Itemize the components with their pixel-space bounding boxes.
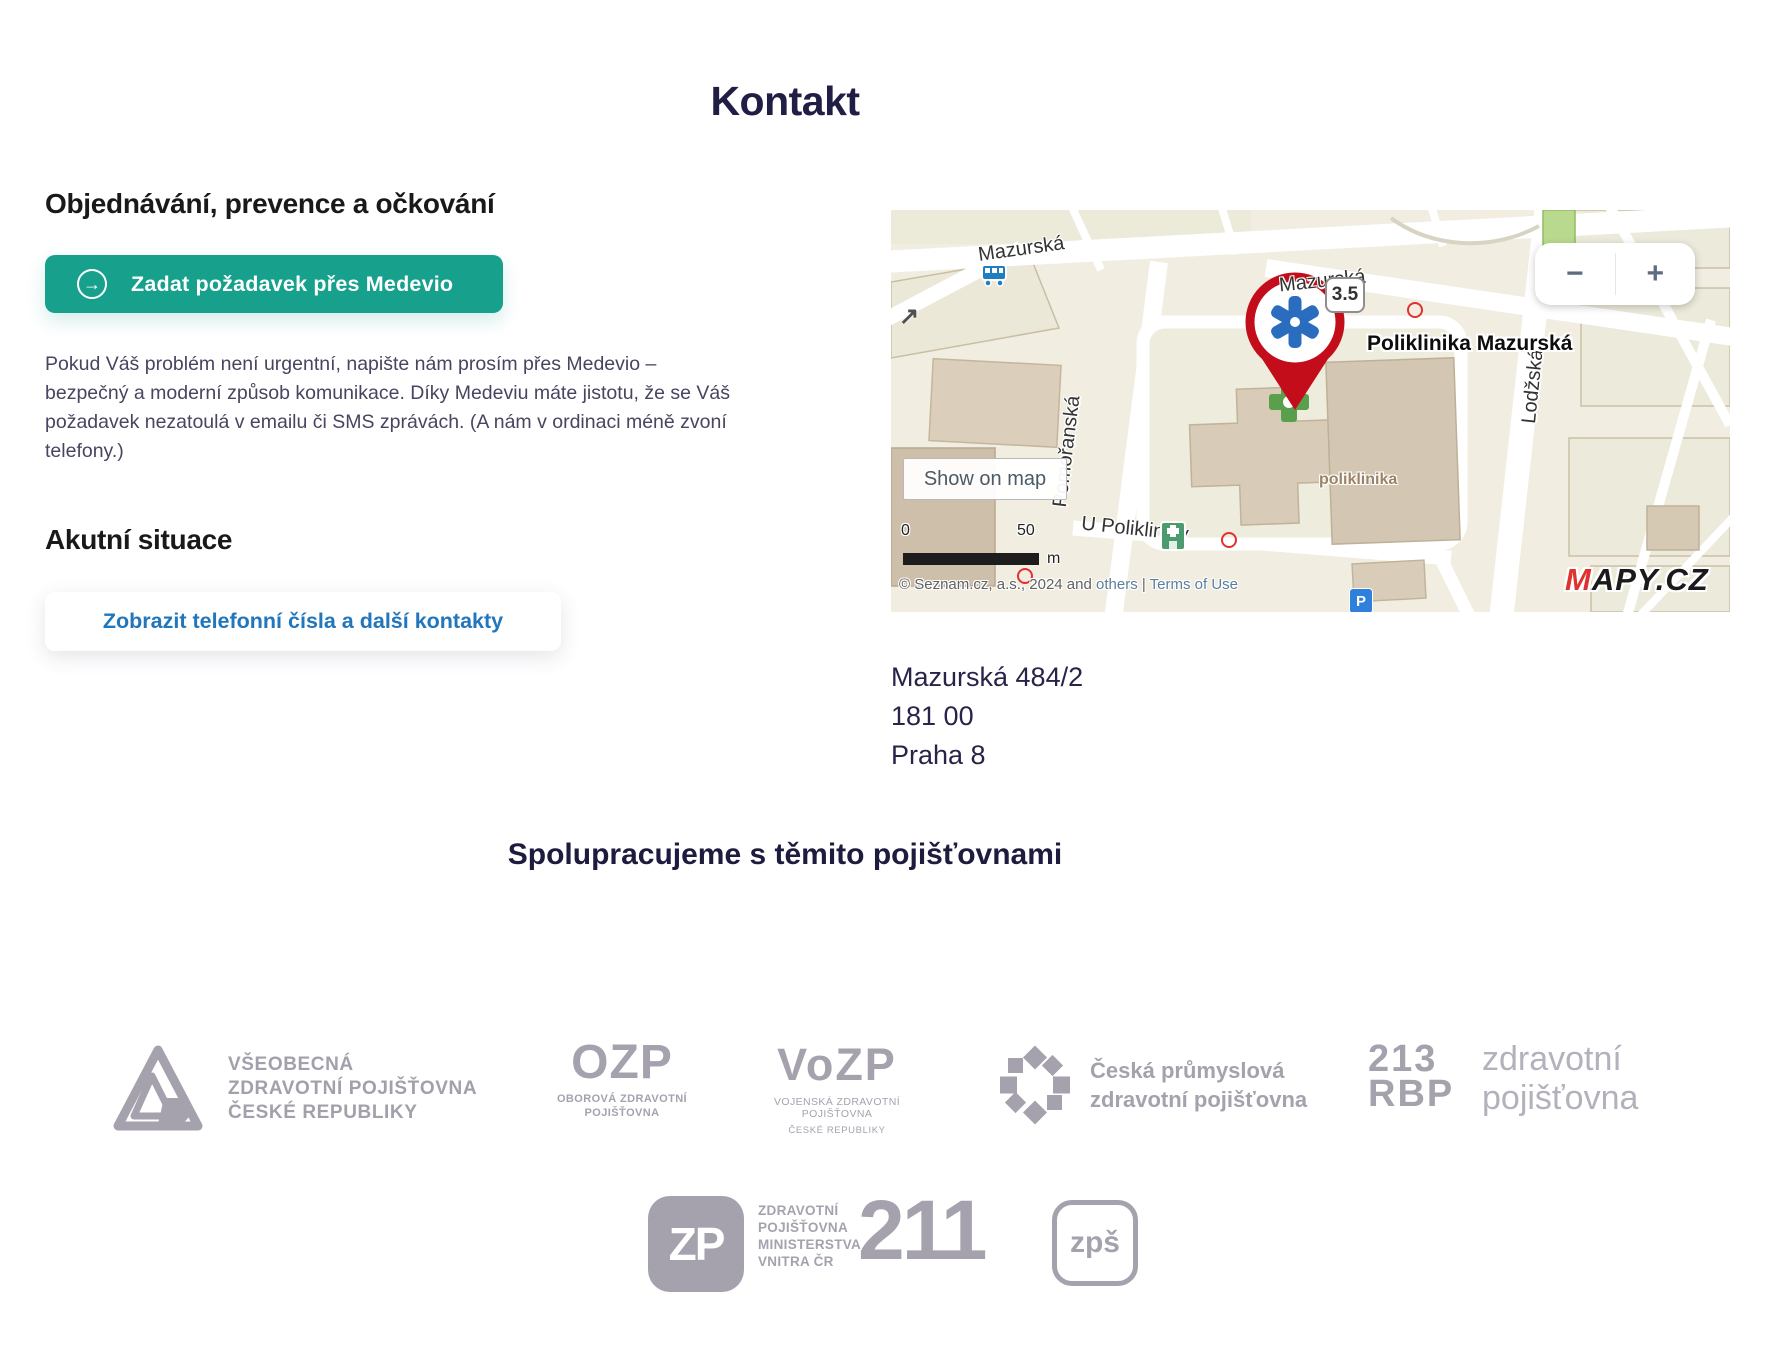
address-city: Praha 8	[891, 740, 986, 770]
show-on-map-button[interactable]: Show on map	[903, 458, 1067, 500]
bus-stop-icon	[981, 264, 1007, 287]
scale-unit: m	[1047, 550, 1061, 567]
ozp-sub: OBOROVÁ ZDRAVOTNÍ POJIŠŤOVNA	[538, 1092, 706, 1120]
rbp-line1: zdravotní	[1482, 1040, 1622, 1078]
medevio-request-button[interactable]: → Zadat požadavek přes Medevio	[45, 255, 503, 313]
scale-fifty: 50	[1017, 522, 1035, 539]
map-pin-ems-icon[interactable]	[1239, 268, 1351, 418]
address-block: Mazurská 484/2 181 00 Praha 8	[891, 658, 1083, 775]
zpmv-logo-text: ZDRAVOTNÍ POJIŠŤOVNA MINISTERSTVA VNITRA…	[758, 1202, 861, 1270]
map-widget[interactable]: Mazurská Mazurská Pomořanská Lodžská U P…	[891, 210, 1730, 612]
partners-heading: Spolupracujeme s těmito pojišťovnami	[507, 838, 1063, 871]
zpmv-line4: VNITRA ČR	[758, 1254, 834, 1269]
map-marker-circle	[1221, 532, 1237, 548]
rbp-abbr: RBP	[1368, 1073, 1455, 1115]
section-heading-acute: Akutní situace	[45, 524, 233, 555]
vzp-logo-icon	[113, 1045, 203, 1131]
zoom-divider	[1614, 253, 1616, 295]
zpmv-line1: ZDRAVOTNÍ	[758, 1203, 839, 1218]
rbp-logo-mark: 213 RBP	[1368, 1038, 1455, 1115]
mapy-cz-logo[interactable]: MAPY.CZ	[1565, 562, 1709, 598]
zpmv-line3: MINISTERSTVA	[758, 1237, 862, 1252]
attribution-text: © Seznam.cz, a.s., 2024 and	[899, 576, 1096, 593]
rbp-line2: pojišťovna	[1482, 1079, 1639, 1117]
ozp-logo: OZP OBOROVÁ ZDRAVOTNÍ POJIŠŤOVNA	[538, 1038, 706, 1120]
cpzp-pinwheel-icon	[1000, 1045, 1070, 1125]
medevio-request-label: Zadat požadavek přes Medevio	[131, 271, 454, 296]
cpzp-line1: Česká průmyslová	[1090, 1058, 1285, 1083]
cpzp-line2: zdravotní pojišťovna	[1090, 1087, 1308, 1112]
attribution-terms-link[interactable]: Terms of Use	[1149, 576, 1239, 593]
zpmv-line2: POJIŠŤOVNA	[758, 1220, 849, 1235]
address-zip: 181 00	[891, 701, 974, 731]
attribution-others-link[interactable]: others	[1096, 576, 1138, 593]
oneway-arrow-icon: ↗	[899, 303, 920, 330]
address-street: Mazurská 484/2	[891, 662, 1084, 692]
page-title: Kontakt	[710, 78, 860, 124]
poi-label: Poliklinika Mazurská	[1367, 332, 1573, 355]
vzp-line2: ZDRAVOTNÍ POJIŠŤOVNA	[228, 1078, 478, 1099]
rating-badge: 3.5	[1325, 277, 1365, 313]
hospital-icon	[1160, 521, 1186, 551]
vzp-line3: ČESKÉ REPUBLIKY	[228, 1102, 418, 1123]
medevio-description: Pokud Váš problém není urgentní, napište…	[45, 353, 731, 462]
attribution-separator: |	[1137, 576, 1150, 593]
map-marker-circle	[1017, 568, 1033, 584]
ozp-name: OZP	[571, 1036, 673, 1089]
vozp-logo: VoZP VOJENSKÁ ZDRAVOTNÍ POJIŠŤOVNA ČESKÉ…	[742, 1039, 932, 1137]
parking-icon: P	[1349, 588, 1373, 612]
show-contacts-button[interactable]: Zobrazit telefonní čísla a další kontakt…	[45, 592, 561, 651]
arrow-right-circle-icon: →	[77, 269, 107, 299]
mapy-logo-m: M	[1565, 562, 1592, 597]
zpmv-monogram: ZP	[668, 1218, 726, 1270]
zpmv-211: 211	[858, 1183, 988, 1277]
vozp-name: VoZP	[777, 1039, 897, 1090]
zoom-in-button[interactable]: +	[1646, 257, 1665, 290]
ozp-sub1: OBOROVÁ ZDRAVOTNÍ	[556, 1093, 688, 1105]
zps-name: zpš	[1069, 1226, 1120, 1259]
scale-bar	[903, 553, 1039, 565]
scale-zero: 0	[901, 522, 910, 539]
zps-logo: zpš	[1052, 1200, 1138, 1286]
area-label-poliklinika: poliklinika	[1319, 471, 1398, 488]
vozp-sub1: VOJENSKÁ ZDRAVOTNÍ POJIŠŤOVNA	[773, 1096, 901, 1120]
vozp-sub2: ČESKÉ REPUBLIKY	[788, 1125, 886, 1136]
vzp-line1: VŠEOBECNÁ	[228, 1054, 354, 1075]
section-heading-ordering: Objednávání, prevence a očkování	[45, 188, 495, 219]
rbp-logo-text: zdravotní pojišťovna	[1482, 1040, 1638, 1118]
cpzp-logo-text: Česká průmyslová zdravotní pojišťovna	[1090, 1056, 1307, 1114]
map-marker-circle	[1407, 302, 1423, 318]
zoom-out-button[interactable]: −	[1565, 257, 1584, 290]
map-zoom-control: − +	[1535, 243, 1695, 305]
rbp-num: 213	[1368, 1038, 1438, 1080]
map-attribution: © Seznam.cz, a.s., 2024 and others | Ter…	[899, 576, 1238, 593]
zpmv-logo-icon: ZP	[648, 1196, 744, 1292]
vzp-logo-text: VŠEOBECNÁ ZDRAVOTNÍ POJIŠŤOVNA ČESKÉ REP…	[228, 1053, 477, 1125]
mapy-logo-rest: APY.CZ	[1591, 562, 1709, 597]
ozp-sub2: POJIŠŤOVNA	[584, 1107, 660, 1119]
